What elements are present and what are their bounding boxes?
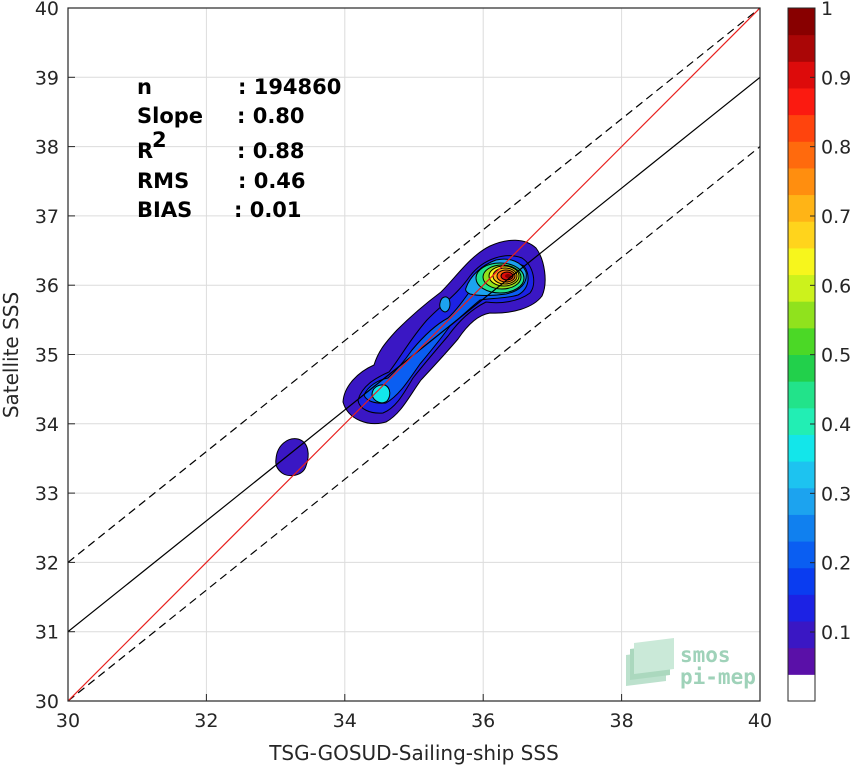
contour-level-0.3-b	[371, 384, 391, 404]
colorbar-level	[788, 194, 815, 222]
colorbar-level	[788, 327, 815, 355]
colorbar-tick-labels: 1 0.9 0.8 0.7 0.6 0.5 0.4 0.3 0.2 0.1	[810, 0, 851, 644]
x-tick-label: 38	[610, 710, 634, 732]
colorbar-level	[788, 541, 815, 569]
stat-value: : 0.80	[237, 104, 305, 128]
colorbar-level	[788, 221, 815, 249]
x-tick-label: 30	[56, 710, 80, 732]
y-tick-label: 31	[35, 622, 59, 644]
colorbar-level	[788, 274, 815, 302]
colorbar-tick-label: 0.5	[821, 345, 851, 367]
colorbar-level	[788, 674, 815, 702]
contour-level-0.2	[363, 262, 529, 404]
colorbar-level	[788, 34, 815, 62]
y-tick-label: 34	[35, 414, 59, 436]
stat-value: : 194860	[238, 75, 341, 99]
y-tick-label: 36	[35, 275, 59, 297]
contour-blob-33	[275, 438, 309, 477]
stat-value: : 0.01	[234, 198, 302, 222]
colorbar-level	[788, 514, 815, 542]
colorbar-level	[788, 87, 815, 116]
y-tick-label: 32	[35, 552, 59, 574]
colorbar-level	[788, 381, 815, 409]
colorbar-level	[788, 114, 815, 142]
colorbar-level	[788, 407, 815, 435]
logo-layers-icon	[626, 638, 674, 686]
y-tick-labels: 30 31 32 33 34 35 36 37 38 39 40	[35, 0, 59, 713]
colorbar-level	[788, 301, 815, 329]
colorbar-level	[788, 354, 815, 382]
colorbar-tick-label: 0.9	[821, 67, 851, 89]
colorbar-level	[788, 621, 815, 649]
stat-superscript: 2	[152, 128, 167, 152]
identity-line	[68, 8, 760, 701]
y-tick-label: 30	[35, 691, 59, 713]
y-tick-label: 33	[35, 483, 59, 505]
colorbar-tick-label: 0.4	[821, 414, 851, 436]
colorbar-level	[788, 594, 815, 622]
colorbar-level	[788, 461, 815, 489]
y-tick-label: 39	[35, 67, 59, 89]
stat-label: RMS	[137, 169, 189, 193]
x-tick-labels: 30 32 34 36 38 40	[56, 710, 772, 732]
x-tick-label: 36	[471, 710, 495, 732]
colorbar	[787, 7, 816, 702]
colorbar-tick-label: 0.2	[821, 553, 851, 575]
colorbar-tick-label: 0.3	[821, 483, 851, 505]
logo-text-line2: pi-mep	[680, 665, 756, 689]
stat-label: BIAS	[137, 198, 192, 222]
statistics-box: n : 194860 Slope : 0.80 R2 : 0.88 RMS : 0.46 BIA…	[137, 75, 341, 222]
x-tick-label: 40	[748, 710, 772, 732]
x-tick-label: 34	[333, 710, 357, 732]
y-axis-label: Satellite SSS	[0, 292, 23, 418]
y-tick-label: 37	[35, 206, 59, 228]
y-tick-label: 38	[35, 137, 59, 159]
colorbar-level	[788, 567, 815, 595]
colorbar-level	[788, 141, 815, 169]
colorbar-level	[788, 8, 815, 36]
x-tick-label: 32	[194, 710, 218, 732]
stat-value: : 0.88	[237, 139, 305, 163]
lower-bound-line	[68, 146, 760, 701]
plot-frame	[67, 7, 761, 702]
stat-label: Slope	[137, 104, 203, 128]
colorbar-tick-label: 1	[821, 0, 833, 20]
colorbar-tick-label: 0.1	[821, 622, 851, 644]
upper-bound-line	[68, 8, 760, 563]
colorbar-level	[788, 167, 815, 196]
colorbar-tick-label: 0.6	[821, 275, 851, 297]
colorbar-level	[788, 61, 815, 89]
stat-label: n	[137, 75, 152, 99]
colorbar-level	[788, 434, 815, 462]
y-tick-label: 35	[35, 345, 59, 367]
x-axis-label: TSG-GOSUD-Sailing-ship SSS	[268, 741, 559, 765]
colorbar-tick-label: 0.8	[821, 137, 851, 159]
colorbar-level	[788, 647, 815, 675]
watermark-logo: smos pi-mep	[626, 638, 756, 689]
stat-value: : 0.46	[238, 169, 306, 193]
colorbar-level	[788, 247, 815, 276]
contour-level-0.3-c	[439, 296, 451, 313]
reference-lines	[68, 8, 760, 701]
colorbar-level	[788, 487, 815, 515]
colorbar-tick-label: 0.7	[821, 206, 851, 228]
logo-text-line1: smos	[680, 643, 731, 667]
y-tick-label: 40	[35, 0, 59, 20]
density-contours	[275, 239, 546, 477]
stat-label: R	[137, 139, 153, 163]
density-peak	[505, 274, 511, 278]
